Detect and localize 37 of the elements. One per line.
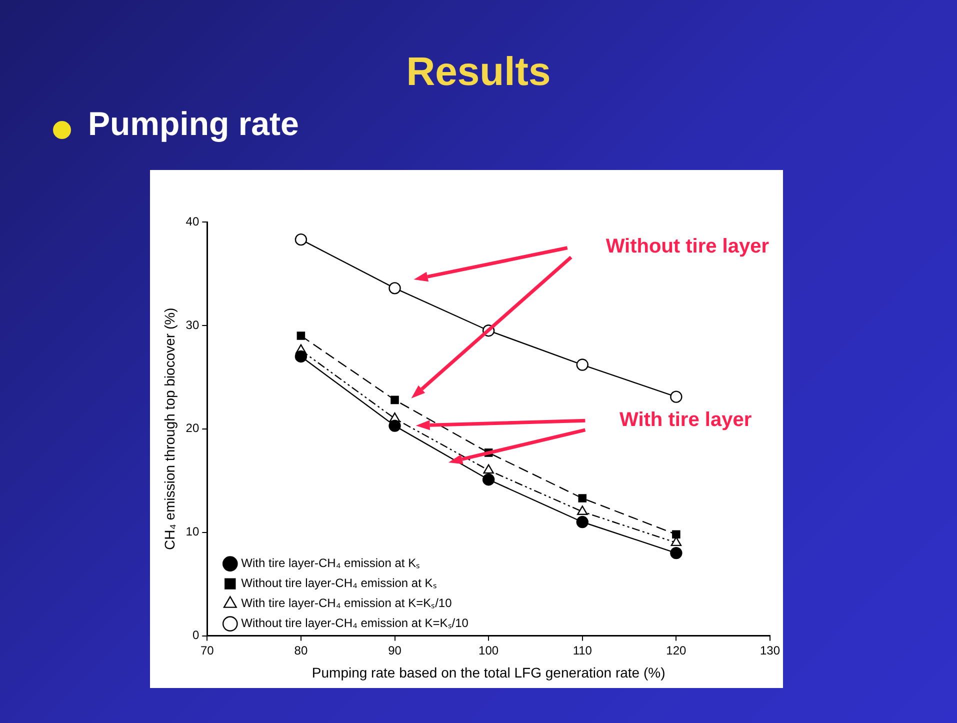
point (483, 464, 494, 474)
point (296, 332, 306, 340)
chart-title: Results (405, 50, 552, 95)
point (388, 282, 401, 294)
y-axis-title: CH₄ emission through top biocover (%) (161, 308, 178, 550)
point (576, 516, 588, 528)
point (576, 358, 588, 371)
legend-label: Without tire layer-CH₄ emission at Kₛ (241, 576, 437, 590)
y-tick-label: 30 (186, 318, 200, 332)
legend-label: With tire layer-CH₄ emission at K=Kₛ/10 (241, 596, 452, 610)
x-tick-label: 120 (666, 643, 687, 658)
annotation: With tire layer (620, 409, 752, 432)
y-tick-label: 40 (186, 214, 200, 228)
annotation: Without tire layer (606, 235, 770, 258)
point (294, 350, 308, 363)
point (577, 506, 588, 516)
x-tick-label: 100 (478, 643, 499, 658)
x-axis-title: Pumping rate based on the total LFG generation rate (%) (312, 664, 666, 680)
point (670, 390, 682, 403)
y-tick-label: 0 (192, 628, 200, 642)
point (482, 473, 495, 486)
legend-label: Without tire layer-CH₄ emission at K=Kₛ/10 (241, 616, 469, 630)
point (390, 396, 399, 404)
point (578, 494, 587, 502)
x-tick-label: 130 (760, 643, 780, 658)
point (670, 546, 682, 560)
point (672, 530, 680, 539)
x-tick-label: 80 (294, 643, 308, 658)
point (294, 233, 308, 246)
point (388, 420, 401, 432)
y-tick-label: 20 (186, 421, 200, 436)
y-tick-label: 10 (186, 524, 200, 539)
x-tick-label: 70 (200, 643, 214, 658)
chart-subtitle: Pumping rate (88, 105, 299, 143)
x-tick-label: 110 (572, 643, 592, 658)
legend-label: With tire layer-CH₄ emission at Kₛ (241, 556, 420, 570)
x-tick-label: 90 (388, 643, 402, 658)
